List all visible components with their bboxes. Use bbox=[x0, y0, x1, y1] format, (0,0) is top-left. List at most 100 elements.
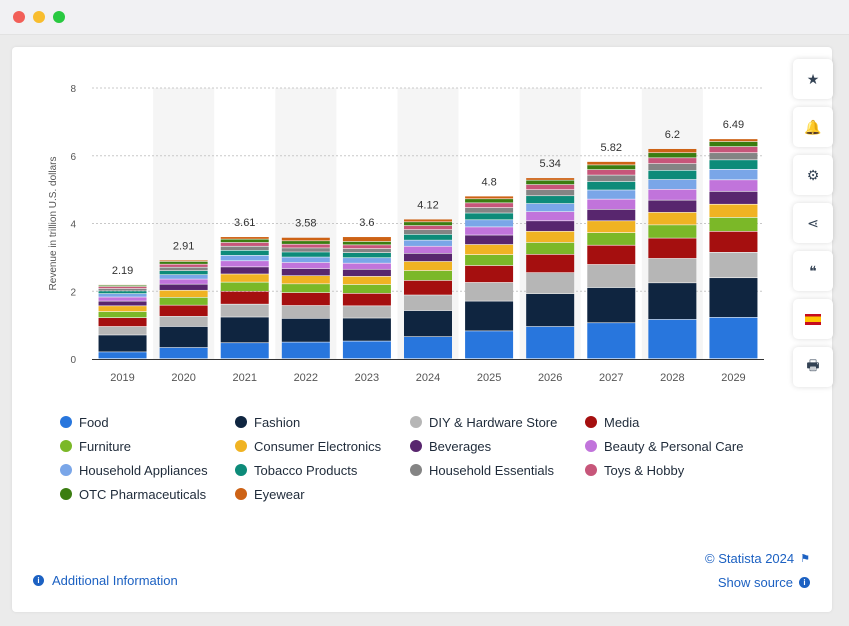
additional-information-link[interactable]: i Additional Information bbox=[33, 573, 178, 588]
bar-segment bbox=[404, 229, 452, 235]
star-icon: ★ bbox=[806, 70, 820, 87]
bar-segment bbox=[342, 269, 391, 277]
bar-segment bbox=[648, 179, 697, 190]
y-tick-label: 0 bbox=[70, 355, 76, 366]
bar-segment bbox=[98, 288, 147, 291]
bar-segment bbox=[281, 318, 330, 342]
close-window-button[interactable] bbox=[13, 11, 25, 23]
bar-segment bbox=[465, 220, 514, 227]
bar-segment bbox=[342, 258, 391, 263]
bar-segment bbox=[648, 170, 697, 180]
bar-segment bbox=[159, 279, 208, 284]
bar-segment bbox=[220, 304, 269, 317]
bar-segment bbox=[98, 293, 147, 297]
bar-segment bbox=[404, 336, 452, 359]
legend-item[interactable]: DIY & Hardware Store bbox=[410, 413, 557, 431]
bar-segment bbox=[281, 268, 330, 276]
legend-item[interactable]: Fashion bbox=[235, 413, 300, 431]
legend-swatch bbox=[410, 464, 422, 476]
legend-label: Beauty & Personal Care bbox=[604, 438, 744, 454]
bar-segment bbox=[709, 217, 758, 232]
bar-segment bbox=[159, 260, 208, 262]
minimize-window-button[interactable] bbox=[33, 11, 45, 23]
quote-icon: ❝ bbox=[809, 262, 817, 279]
share-button[interactable]: ⋖ bbox=[793, 203, 833, 243]
bar-segment bbox=[709, 180, 758, 192]
bar-segment bbox=[648, 200, 697, 213]
bar-segment bbox=[404, 280, 452, 295]
legend-label: Media bbox=[604, 414, 640, 430]
bar-segment bbox=[159, 290, 208, 298]
legend-swatch bbox=[235, 416, 247, 428]
legend-item[interactable]: Beverages bbox=[410, 437, 491, 455]
bar-segment bbox=[526, 203, 575, 212]
bar-segment bbox=[465, 207, 514, 213]
legend-item[interactable]: Furniture bbox=[60, 437, 131, 455]
bar-total-label: 2.91 bbox=[173, 240, 194, 252]
cite-button[interactable]: ❝ bbox=[793, 251, 833, 291]
legend-item[interactable]: Toys & Hobby bbox=[585, 461, 684, 479]
bar-segment bbox=[648, 212, 697, 225]
bar-segment bbox=[587, 245, 636, 265]
bar-segment bbox=[404, 310, 452, 337]
show-source-label: Show source bbox=[717, 575, 793, 590]
language-button[interactable] bbox=[793, 299, 833, 339]
bar-segment bbox=[465, 255, 514, 266]
x-tick-label: 2029 bbox=[721, 372, 745, 384]
bar-segment bbox=[159, 316, 208, 327]
legend-swatch bbox=[60, 416, 72, 428]
stacked-bar-chart: 0 2 4 6 8 2.19 2019 2.91 2020 3.61 2021 3.58 2022 3.6… bbox=[48, 84, 764, 384]
legend-item[interactable]: Beauty & Personal Care bbox=[585, 437, 743, 455]
bar-segment bbox=[587, 175, 636, 182]
bar-segment bbox=[587, 199, 636, 210]
bell-icon: 🔔 bbox=[804, 118, 822, 135]
legend-item[interactable]: Tobacco Products bbox=[235, 461, 357, 479]
legend-swatch bbox=[585, 416, 597, 428]
bar-segment bbox=[98, 311, 147, 318]
legend-item[interactable]: Household Essentials bbox=[410, 461, 554, 479]
legend-item[interactable]: Consumer Electronics bbox=[235, 437, 381, 455]
bar-segment bbox=[648, 283, 697, 320]
spain-flag-icon bbox=[805, 313, 821, 325]
legend-item[interactable]: Household Appliances bbox=[60, 461, 208, 479]
maximize-window-button[interactable] bbox=[53, 11, 65, 23]
legend-label: Furniture bbox=[79, 438, 132, 454]
bar-segment bbox=[648, 319, 697, 359]
bar-segment bbox=[220, 250, 269, 256]
bar-segment bbox=[526, 293, 575, 327]
bar-segment bbox=[587, 161, 636, 165]
bar-segment bbox=[526, 231, 575, 243]
bar-total-label: 6.2 bbox=[665, 129, 680, 141]
legend-item[interactable]: OTC Pharmaceuticals bbox=[60, 485, 206, 503]
legend-item[interactable]: Media bbox=[585, 413, 639, 431]
share-icon: ⋖ bbox=[807, 214, 819, 231]
bar-segment bbox=[404, 295, 452, 311]
print-button[interactable]: 🖶 bbox=[793, 347, 833, 387]
bar-segment bbox=[98, 301, 147, 306]
x-tick-label: 2024 bbox=[416, 372, 440, 384]
bar-segment bbox=[587, 190, 636, 199]
legend-item[interactable]: Food bbox=[60, 413, 109, 431]
bar-segment bbox=[648, 189, 697, 200]
x-tick-label: 2022 bbox=[294, 372, 318, 384]
additional-information-label: Additional Information bbox=[52, 573, 178, 588]
bar-segment bbox=[342, 284, 391, 294]
bar-segment bbox=[465, 227, 514, 235]
y-tick-label: 4 bbox=[70, 220, 76, 231]
bar-segment bbox=[220, 237, 269, 239]
bar-segment bbox=[342, 293, 391, 306]
bar-segment bbox=[709, 204, 758, 218]
show-source-link[interactable]: Show source i bbox=[718, 575, 810, 590]
settings-button[interactable]: ⚙ bbox=[793, 155, 833, 195]
favorite-button[interactable]: ★ bbox=[793, 59, 833, 99]
notification-button[interactable]: 🔔 bbox=[793, 107, 833, 147]
bar-segment bbox=[342, 263, 391, 269]
legend-item[interactable]: Eyewear bbox=[235, 485, 305, 503]
legend-label: Beverages bbox=[429, 438, 492, 454]
legend-swatch bbox=[60, 464, 72, 476]
statista-copyright-link[interactable]: © Statista 2024 ⚑ bbox=[705, 551, 810, 566]
bar-segment bbox=[220, 317, 269, 343]
bar-segment bbox=[404, 253, 452, 262]
legend-swatch bbox=[60, 488, 72, 500]
bar-segment bbox=[342, 241, 391, 245]
